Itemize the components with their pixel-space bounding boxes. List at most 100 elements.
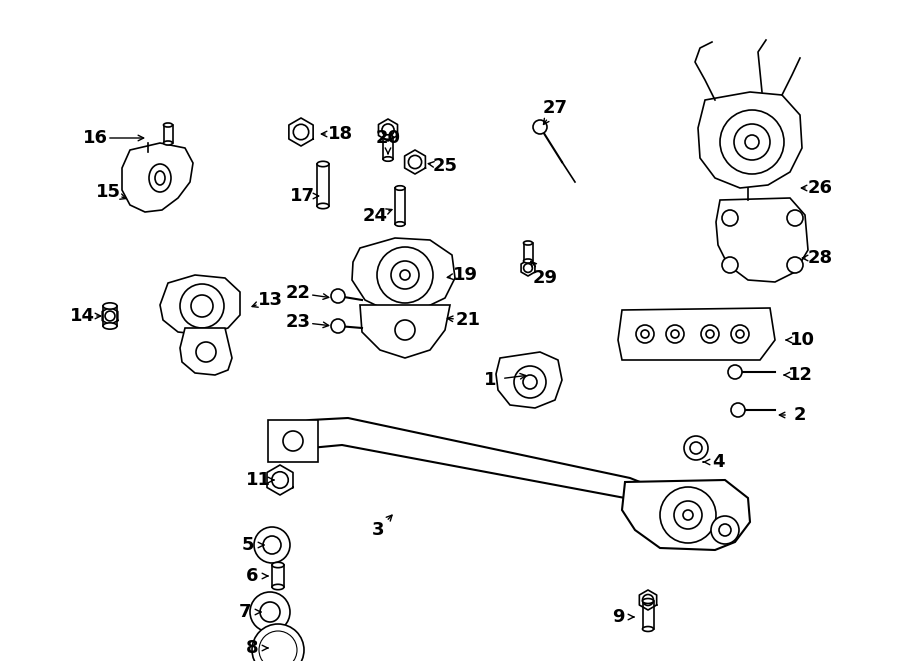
Circle shape: [265, 637, 291, 661]
Text: 15: 15: [95, 183, 121, 201]
Circle shape: [331, 319, 345, 333]
Text: 17: 17: [290, 187, 314, 205]
Text: 27: 27: [543, 99, 568, 117]
Text: 5: 5: [242, 536, 254, 554]
Text: 28: 28: [807, 249, 833, 267]
Polygon shape: [698, 92, 802, 188]
Circle shape: [745, 135, 759, 149]
Circle shape: [722, 210, 738, 226]
Text: 3: 3: [372, 521, 384, 539]
Text: 26: 26: [807, 179, 833, 197]
Circle shape: [787, 210, 803, 226]
Text: 18: 18: [328, 125, 353, 143]
Ellipse shape: [317, 161, 329, 167]
Circle shape: [331, 289, 345, 303]
Text: 11: 11: [246, 471, 271, 489]
Ellipse shape: [149, 164, 171, 192]
Ellipse shape: [524, 241, 533, 245]
Text: 10: 10: [789, 331, 814, 349]
Circle shape: [400, 270, 410, 280]
Circle shape: [395, 320, 415, 340]
Circle shape: [719, 524, 731, 536]
Text: 16: 16: [83, 129, 107, 147]
Polygon shape: [622, 480, 750, 550]
Circle shape: [377, 247, 433, 303]
Circle shape: [523, 375, 537, 389]
Text: 25: 25: [433, 157, 457, 175]
Circle shape: [684, 436, 708, 460]
Circle shape: [787, 257, 803, 273]
Circle shape: [254, 527, 290, 563]
Ellipse shape: [643, 598, 653, 603]
Circle shape: [731, 325, 749, 343]
Bar: [643, 601, 653, 629]
Circle shape: [409, 155, 421, 169]
Text: 19: 19: [453, 266, 478, 284]
Ellipse shape: [272, 563, 284, 568]
Circle shape: [252, 624, 304, 661]
Circle shape: [706, 330, 714, 338]
Circle shape: [671, 330, 679, 338]
Bar: [272, 565, 284, 587]
Ellipse shape: [317, 204, 329, 209]
Circle shape: [722, 257, 738, 273]
Circle shape: [293, 124, 309, 139]
Ellipse shape: [395, 186, 405, 190]
Polygon shape: [180, 328, 232, 375]
Text: 24: 24: [363, 207, 388, 225]
Circle shape: [524, 264, 533, 272]
Bar: [383, 137, 393, 159]
Ellipse shape: [164, 123, 173, 127]
Circle shape: [643, 594, 653, 605]
Text: 23: 23: [285, 313, 310, 331]
Circle shape: [641, 330, 649, 338]
Circle shape: [660, 487, 716, 543]
Circle shape: [191, 295, 213, 317]
Circle shape: [263, 536, 281, 554]
Bar: [395, 188, 405, 224]
Circle shape: [391, 261, 419, 289]
Circle shape: [711, 516, 739, 544]
Ellipse shape: [164, 141, 173, 145]
Circle shape: [250, 592, 290, 632]
Text: 8: 8: [246, 639, 258, 657]
Circle shape: [666, 325, 684, 343]
Ellipse shape: [155, 171, 165, 185]
Text: 1: 1: [484, 371, 496, 389]
Text: 12: 12: [788, 366, 813, 384]
Polygon shape: [618, 308, 775, 360]
Polygon shape: [278, 418, 720, 516]
Bar: [164, 125, 173, 143]
Circle shape: [533, 120, 547, 134]
Text: 6: 6: [246, 567, 258, 585]
Text: 29: 29: [533, 269, 557, 287]
Circle shape: [636, 325, 654, 343]
Ellipse shape: [272, 584, 284, 590]
Text: 20: 20: [375, 129, 401, 147]
Text: 4: 4: [712, 453, 724, 471]
Circle shape: [283, 431, 303, 451]
Bar: [103, 306, 117, 326]
Ellipse shape: [383, 135, 393, 139]
Circle shape: [196, 342, 216, 362]
Circle shape: [690, 442, 702, 454]
Ellipse shape: [643, 627, 653, 631]
Text: 14: 14: [69, 307, 94, 325]
Text: 21: 21: [455, 311, 481, 329]
Circle shape: [260, 602, 280, 622]
Circle shape: [728, 365, 742, 379]
Ellipse shape: [383, 157, 393, 161]
Circle shape: [734, 124, 770, 160]
Circle shape: [674, 501, 702, 529]
Polygon shape: [360, 305, 450, 358]
Circle shape: [731, 403, 745, 417]
Circle shape: [736, 330, 744, 338]
Polygon shape: [716, 198, 808, 282]
Circle shape: [272, 472, 288, 488]
Bar: [317, 164, 329, 206]
Circle shape: [180, 284, 224, 328]
Ellipse shape: [395, 221, 405, 226]
Polygon shape: [352, 238, 455, 312]
Circle shape: [105, 311, 115, 321]
Circle shape: [382, 124, 394, 136]
